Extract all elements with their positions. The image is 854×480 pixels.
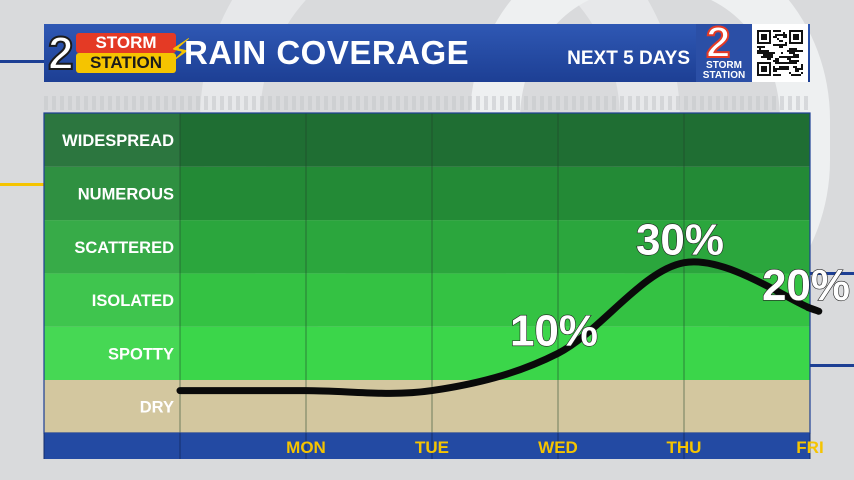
accent-line-yellow bbox=[0, 183, 60, 186]
level-label-isolated: ISOLATED bbox=[92, 292, 174, 310]
band-widespread bbox=[44, 113, 810, 167]
day-label-mon: MON bbox=[286, 438, 326, 457]
storm-station-badge: 2 STORM STATION bbox=[696, 17, 752, 82]
day-label-wed: WED bbox=[538, 438, 578, 457]
header-bar: 2 STORM STATION ⚡ RAIN COVERAGE NEXT 5 D… bbox=[44, 17, 810, 82]
badge-station-text: STATION bbox=[702, 70, 746, 81]
logo-storm-text: STORM bbox=[76, 33, 176, 53]
badge-number: 2 bbox=[705, 17, 732, 68]
rain-coverage-line bbox=[176, 258, 823, 397]
page-title: RAIN COVERAGE bbox=[184, 34, 470, 71]
level-label-scattered: SCATTERED bbox=[74, 239, 174, 257]
page-subtitle: NEXT 5 DAYS bbox=[567, 48, 690, 69]
logo-station-text: STATION bbox=[76, 53, 176, 73]
data-label-wed: 10% bbox=[510, 306, 598, 355]
day-label-fri: FRI bbox=[796, 438, 823, 457]
band-spotty bbox=[44, 326, 810, 380]
day-axis-bar bbox=[44, 433, 810, 459]
level-label-widespread: WIDESPREAD bbox=[62, 132, 174, 150]
day-label-tue: TUE bbox=[415, 438, 449, 457]
day-label-thu: THU bbox=[667, 438, 702, 457]
level-label-spotty: SPOTTY bbox=[108, 345, 174, 363]
qr-code-icon bbox=[752, 24, 808, 82]
level-label-dry: DRY bbox=[140, 399, 174, 417]
logo-number: 2 bbox=[47, 27, 75, 79]
badge-storm-text: STORM bbox=[706, 60, 742, 71]
band-isolated bbox=[44, 273, 810, 327]
accent-line-blue bbox=[810, 364, 854, 367]
background-stripes bbox=[44, 96, 810, 110]
accent-line-blue bbox=[0, 60, 44, 63]
data-label-thu: 30% bbox=[636, 216, 724, 265]
band-numerous bbox=[44, 166, 810, 221]
level-label-numerous: NUMEROUS bbox=[78, 185, 174, 203]
lightning-bolt-icon: ⚡ bbox=[168, 33, 192, 71]
storm-station-logo: 2 STORM STATION ⚡ bbox=[46, 27, 192, 79]
accent-line-blue bbox=[810, 272, 854, 275]
level-label-column bbox=[44, 113, 180, 380]
data-label-fri: 20% bbox=[762, 261, 850, 310]
